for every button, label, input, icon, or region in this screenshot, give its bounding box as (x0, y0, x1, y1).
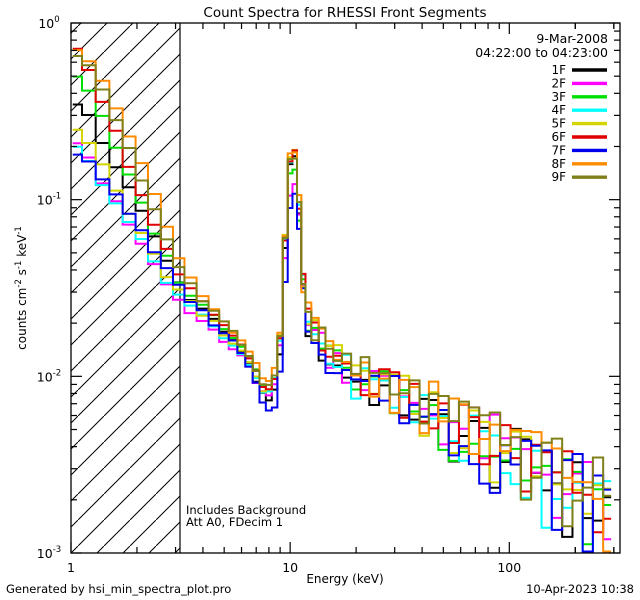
footer-timestamp: 10-Apr-2023 10:38 (526, 582, 634, 596)
spectrum-curve-7F (72, 153, 612, 553)
hatch-fill (71, 23, 180, 553)
y-tick-label: 100 (38, 15, 59, 31)
x-tick-label: 1 (67, 560, 75, 575)
legend-label-6F: 6F (551, 130, 566, 144)
legend-label-9F: 9F (551, 170, 566, 184)
spectrum-curve-9F (72, 55, 612, 528)
x-tick-label: 100 (497, 560, 521, 575)
spectra-curves (72, 47, 612, 553)
y-tick-label: 10-2 (37, 368, 61, 384)
y-tick-label: 10-1 (37, 192, 61, 208)
y-axis-label-text: counts cm-2 s-1 keV-1 (14, 226, 29, 350)
observation-time-range: 04:22:00 to 04:23:00 (475, 45, 608, 60)
x-tick-label: 10 (282, 560, 298, 575)
legend-label-7F: 7F (551, 143, 566, 157)
page-title: Count Spectra for RHESSI Front Segments (203, 5, 486, 21)
observation-date: 9-Mar-2008 (536, 31, 608, 46)
x-axis-ticks: 1 10 100 (67, 23, 615, 575)
annotation-includes-background: Includes Background (186, 503, 306, 517)
x-axis-label: Energy (keV) (306, 572, 383, 586)
legend-label-3F: 3F (551, 90, 566, 104)
footer-generated-by: Generated by hsi_min_spectra_plot.pro (6, 582, 231, 596)
y-axis-label: counts cm-2 s-1 keV-1 (14, 226, 29, 350)
axes: 1 10 100 100 10-1 10-2 10-3 (37, 15, 621, 575)
annotation-attenuator-state: Att A0, FDecim 1 (186, 515, 283, 529)
legend-label-5F: 5F (551, 117, 566, 131)
hatched-region (71, 23, 181, 553)
plot-frame (70, 22, 621, 554)
legend-label-4F: 4F (551, 103, 566, 117)
legend-label-8F: 8F (551, 157, 566, 171)
y-tick-label: 10-3 (37, 545, 61, 561)
legend-label-2F: 2F (551, 76, 566, 90)
legend-label-1F: 1F (551, 63, 566, 77)
